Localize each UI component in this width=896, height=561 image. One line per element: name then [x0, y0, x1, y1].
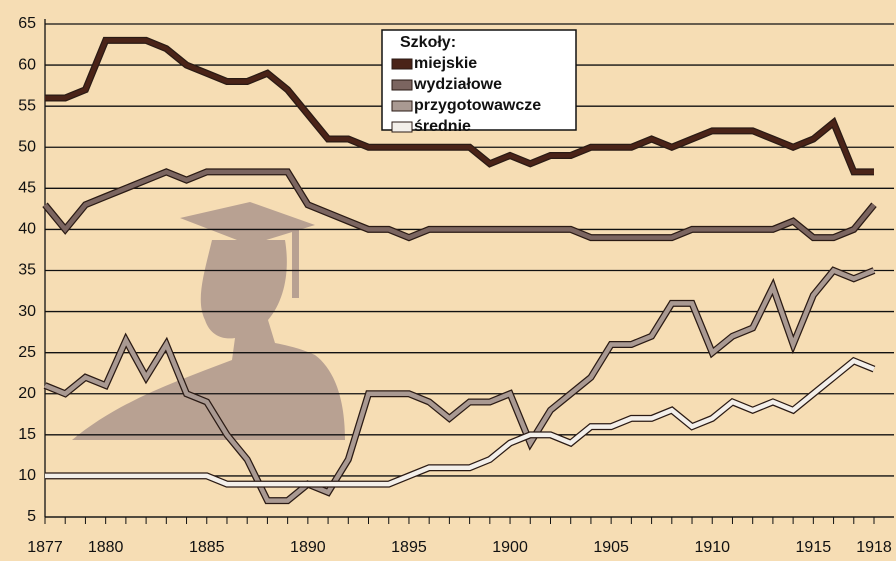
- x-tick-label: 1910: [694, 539, 730, 556]
- y-tick-label: 65: [18, 15, 36, 32]
- y-tick-label: 35: [18, 262, 36, 279]
- x-tick-label: 1915: [796, 539, 832, 556]
- x-tick-label: 1905: [593, 539, 629, 556]
- y-tick-label: 25: [18, 344, 36, 361]
- tassel: [292, 228, 299, 298]
- y-tick-label: 50: [18, 138, 36, 155]
- y-tick-label: 20: [18, 385, 36, 402]
- x-tick-label: 1880: [88, 539, 124, 556]
- y-tick-label: 5: [27, 508, 36, 525]
- x-tick-label: 1890: [290, 539, 326, 556]
- page: {"chart_data": {"type": "line", "legend_…: [0, 0, 896, 556]
- legend-label: miejskie: [414, 55, 477, 72]
- legend-swatch: [392, 80, 412, 90]
- legend-swatch: [392, 122, 412, 132]
- x-tick-label: 1877: [27, 539, 63, 556]
- series-line: [45, 172, 874, 238]
- legend-swatch: [392, 59, 412, 69]
- y-tick-label: 60: [18, 56, 36, 73]
- legend-label: wydziałowe: [413, 76, 502, 93]
- legend: Szkoły: miejskie wydziałowe przygotowawcze…: [382, 30, 576, 135]
- y-tick-label: 40: [18, 221, 36, 238]
- legend-label: średnie: [414, 118, 471, 135]
- y-tick-label: 45: [18, 180, 36, 197]
- x-tick-label: 1885: [189, 539, 225, 556]
- x-tick-label: 1900: [492, 539, 528, 556]
- legend-swatch: [392, 101, 412, 111]
- x-tick-label: 1895: [391, 539, 427, 556]
- y-tick-label: 55: [18, 97, 36, 114]
- y-tick-label: 30: [18, 303, 36, 320]
- x-tick-label: 1918: [856, 539, 892, 556]
- y-tick-label: 10: [18, 467, 36, 484]
- y-tick-label: 15: [18, 426, 36, 443]
- legend-label: przygotowawcze: [414, 97, 541, 114]
- legend-title: Szkoły:: [400, 34, 456, 51]
- chart: 5 10 15 20 25 30 35 40 45 50 55 60 65 1877 1880 1885 189…: [0, 0, 896, 556]
